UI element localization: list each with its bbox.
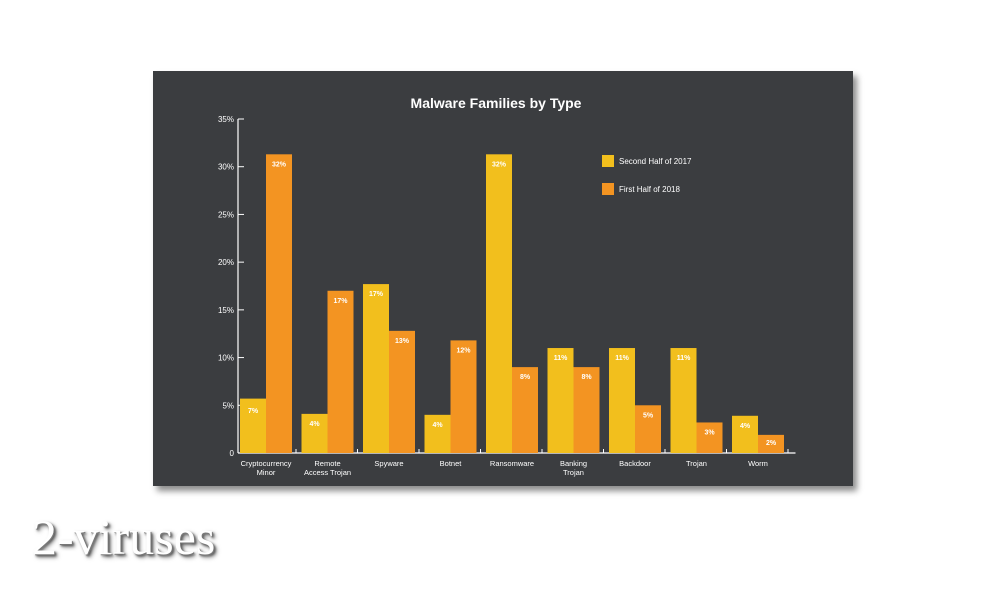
bar-h1-2018 [389,330,415,453]
bar-value-label: 5% [643,412,654,419]
bar-h2-2017 [240,398,266,453]
bar-value-label: 7% [248,408,259,415]
bar-value-label: 4% [740,423,751,430]
legend-label: Second Half of 2017 [619,157,692,166]
bar-value-label: 13% [395,338,410,345]
bar-value-label: 4% [432,422,443,429]
bar-h1-2018 [327,290,354,453]
bar-h1-2018 [635,405,661,453]
x-tick-label: Remote [314,459,340,468]
bar-h2-2017 [424,414,451,453]
bar-value-label: 11% [554,355,568,362]
x-tick-label: Trojan [686,459,707,468]
x-tick-label: Minor [257,468,276,477]
y-tick-label: 30% [218,163,234,172]
x-tick-label: Cryptocurrency [241,459,292,468]
chart-title: Malware Families by Type [411,95,582,111]
legend: Second Half of 2017 First Half of 2018 [602,155,692,195]
bar-value-label: 8% [520,374,531,381]
bar-value-label: 2% [766,440,777,447]
x-tick-label: Backdoor [619,459,651,468]
bar-h1-2018 [696,422,723,453]
y-tick-label: 20% [218,258,234,267]
y-tick-label: 5% [222,401,234,410]
x-tick-label: Banking [560,459,587,468]
bar-h1-2018 [573,367,600,453]
x-tick-label: Trojan [563,468,584,477]
bar-h2-2017 [363,284,389,453]
bar-h1-2018 [758,434,784,453]
bar-value-label: 11% [615,355,629,362]
bar-value-label: 32% [272,161,287,168]
y-tick-label: 25% [218,210,234,219]
bar-value-label: 8% [581,374,592,381]
x-tick-label: Spyware [374,459,403,468]
bar-value-label: 12% [456,347,471,354]
bar-h2-2017 [547,348,574,453]
y-tick-label: 15% [218,306,234,315]
legend-label: First Half of 2018 [619,185,680,194]
legend-swatch [602,155,614,167]
bar-value-label: 17% [333,298,348,305]
chart-panel: Malware Families by Type 0 5% 10% 15% 20% 25%… [153,71,853,486]
bar-value-label: 32% [492,161,507,168]
bar-value-label: 4% [309,421,320,428]
y-tick-label: 0 [230,449,235,458]
bar-h2-2017 [670,348,697,453]
bars [240,154,784,453]
malware-bar-chart: Malware Families by Type 0 5% 10% 15% 20% 25%… [218,95,796,477]
bar-value-label: 3% [704,429,715,436]
watermark-logo: 2-viruses [32,509,216,565]
x-tick-label: Botnet [440,459,463,468]
data-labels: 7% 32% 4% 17% 17% 13% 4% 12% 32% 8% 11% 8% 11% 5% 11% 3… [248,161,777,447]
bar-h1-2018 [266,154,292,453]
x-tick-label: Ransomware [490,459,534,468]
bar-h1-2018 [450,340,477,453]
bar-h1-2018 [512,367,538,453]
x-tick-label: Access Trojan [304,468,351,477]
bar-h2-2017 [732,415,758,453]
x-tick-label: Worm [748,459,768,468]
y-tick-label: 35% [218,115,234,124]
legend-swatch [602,183,614,195]
y-tick-label: 10% [218,354,234,363]
bar-value-label: 11% [677,355,691,362]
bar-h2-2017 [486,154,512,453]
bar-h2-2017 [301,413,328,453]
bar-h2-2017 [609,348,635,453]
bar-value-label: 17% [369,291,384,298]
